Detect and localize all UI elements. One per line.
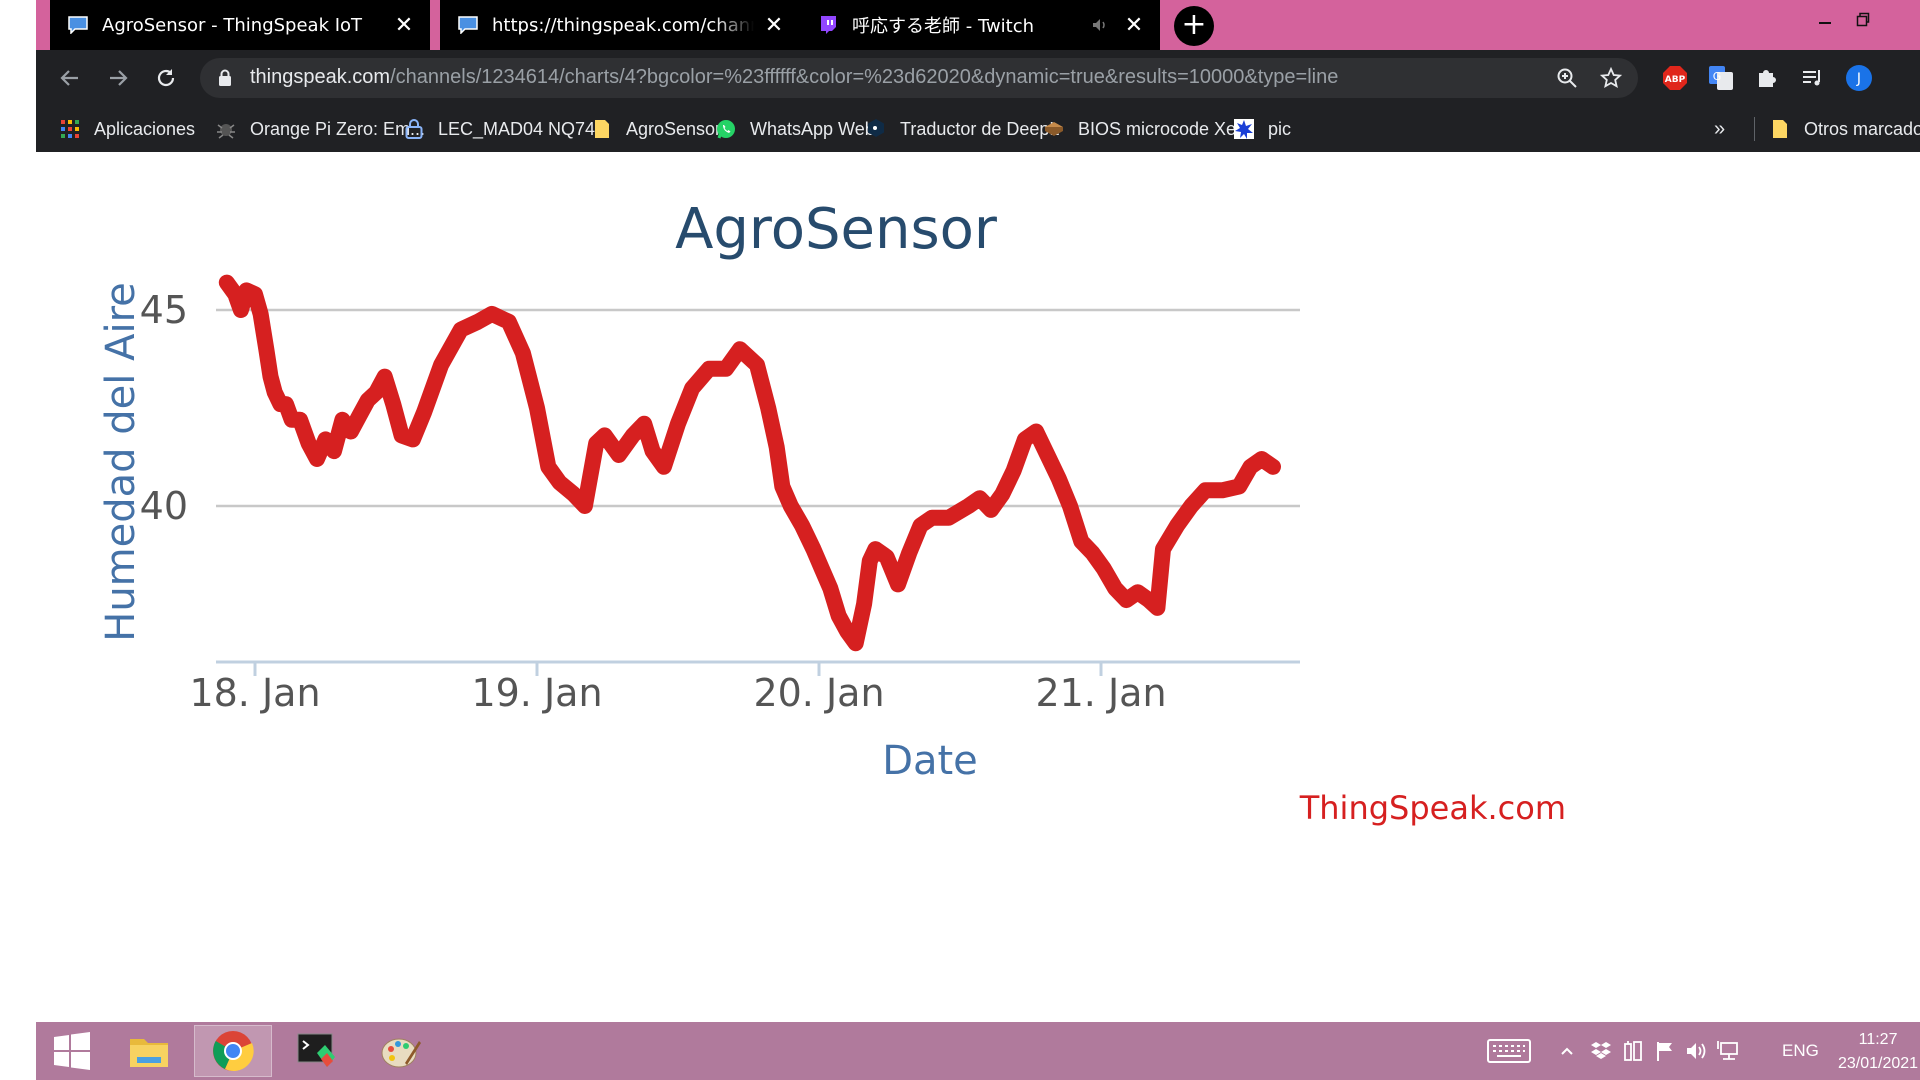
bookmark-bios-microcode[interactable]: BIOS microcode Xe... [1042, 117, 1251, 141]
bookmark-label: LEC_MAD04 NQ74... [438, 118, 611, 139]
deepl-icon [864, 117, 888, 141]
bookmark-label: WhatsApp Web [750, 118, 875, 139]
bookmark-aplicaciones[interactable]: Aplicaciones [58, 117, 195, 141]
humidity-chart: AgroSensor 40 45 Humedad del Aire 18. Jan… [98, 197, 1566, 827]
folder-icon [1768, 117, 1792, 141]
lock-icon[interactable] [218, 69, 232, 91]
bookmarks-divider [1754, 117, 1755, 141]
system-clock[interactable]: 11:27 23/01/2021 [1838, 1028, 1918, 1076]
bookmark-other-bookmarks[interactable]: Otros marcadores [1768, 117, 1920, 141]
show-hidden-icons-chevron-icon[interactable] [1554, 1038, 1580, 1064]
speaker-icon[interactable] [1092, 18, 1114, 32]
svg-text:J: J [1856, 71, 1861, 87]
svg-text:G: G [1713, 70, 1722, 83]
file-explorer-icon[interactable] [110, 1025, 188, 1077]
dropbox-icon[interactable] [1588, 1038, 1614, 1064]
y-tick-label: 40 [140, 484, 188, 528]
svg-text:ABP: ABP [1665, 75, 1686, 85]
whatsapp-icon [714, 117, 738, 141]
minimize-icon[interactable] [1810, 4, 1840, 34]
zoom-icon[interactable] [1556, 67, 1578, 93]
media-queue-icon[interactable] [1798, 63, 1828, 93]
bookmark-whatsapp[interactable]: WhatsApp Web [714, 117, 875, 141]
tab-title: 呼応する老師 - Twitch [852, 16, 1035, 37]
folder-icon [590, 117, 614, 141]
bookmark-label: AgroSensor [626, 118, 722, 139]
x-tick-label: 21. Jan [1035, 671, 1166, 715]
profile-avatar[interactable]: J [1844, 63, 1874, 93]
bookmark-label: Orange Pi Zero: Em... [250, 118, 426, 139]
network-icon[interactable] [1716, 1038, 1742, 1064]
tab-strip: AgroSensor - ThingSpeak IoT ✕ https://th… [36, 0, 1920, 50]
desktop-edge [0, 0, 36, 1080]
windows-start-icon[interactable] [38, 1025, 106, 1077]
series-line-humedad [218, 274, 1281, 652]
windows-taskbar: ENG 11:27 23/01/2021 [36, 1022, 1920, 1080]
touch-keyboard-icon[interactable] [1486, 1038, 1532, 1064]
lock-icon [402, 117, 426, 141]
tab-title: AgroSensor - ThingSpeak IoT [102, 14, 363, 36]
y-tick-labels: 40 45 [140, 288, 188, 528]
chart-title: AgroSensor [675, 197, 998, 262]
google-translate-icon[interactable]: G [1706, 63, 1736, 93]
new-tab-button[interactable]: + [1174, 6, 1214, 46]
paint-app-icon[interactable] [362, 1025, 440, 1077]
bookmark-deepl[interactable]: Traductor de DeepL [864, 117, 1059, 141]
bookmark-pic[interactable]: pic [1232, 117, 1291, 141]
bookmark-label: pic [1268, 118, 1292, 139]
reload-icon[interactable] [150, 62, 182, 94]
x-axis-label: Date [882, 738, 978, 784]
bookmark-label: Aplicaciones [94, 118, 196, 139]
bookmark-label: BIOS microcode Xe... [1078, 118, 1252, 139]
bookmarks-overflow-button[interactable]: » [1714, 117, 1726, 140]
star-burst-icon [1232, 117, 1256, 141]
restore-icon[interactable] [1848, 4, 1878, 34]
y-axis-label: Humedad del Aire [98, 282, 144, 642]
chrome-taskbar-icon[interactable] [194, 1025, 272, 1077]
apps-grid-icon [58, 117, 82, 141]
tab-twitch[interactable]: 呼応する老師 - Twitch ✕ [800, 0, 1160, 50]
input-language-indicator[interactable]: ENG [1782, 1041, 1819, 1060]
bookmark-star-icon[interactable] [1599, 66, 1623, 93]
clock-date: 23/01/2021 [1838, 1055, 1919, 1072]
address-bar[interactable]: thingspeak.com/channels/1234614/charts/4… [200, 58, 1638, 98]
close-icon[interactable]: ✕ [394, 12, 414, 38]
thingspeak-favicon-icon [68, 15, 88, 35]
clock-time: 11:27 [1858, 1031, 1898, 1048]
y-gridlines [216, 308, 1300, 508]
bookmark-lec-mad04[interactable]: LEC_MAD04 NQ74... [402, 117, 610, 141]
y-tick-label: 45 [140, 288, 188, 332]
extensions-puzzle-icon[interactable] [1752, 63, 1782, 93]
tab-agrosensor[interactable]: AgroSensor - ThingSpeak IoT ✕ [50, 0, 430, 50]
action-center-flag-icon[interactable] [1652, 1038, 1678, 1064]
bookmarks-bar: Aplicaciones Orange Pi Zero: Em... LEC_M… [36, 106, 1920, 152]
forward-arrow-icon[interactable] [102, 62, 134, 94]
chip-icon [1042, 117, 1066, 141]
page-content: AgroSensor 40 45 Humedad del Aire 18. Jan… [36, 152, 1920, 1022]
bookmark-agrosensor[interactable]: AgroSensor [590, 117, 721, 141]
x-tick-label: 19. Jan [471, 671, 602, 715]
bookmark-orange-pi[interactable]: Orange Pi Zero: Em... [214, 117, 425, 141]
browser-toolbar: thingspeak.com/channels/1234614/charts/4… [36, 50, 1920, 106]
device-icon[interactable] [1620, 1038, 1646, 1064]
volume-icon[interactable] [1684, 1038, 1710, 1064]
tab-thingspeak-charts[interactable]: https://thingspeak.com/channels/1234614/… [440, 0, 800, 50]
x-ticks: 18. Jan 19. Jan 20. Jan 21. Jan [189, 662, 1167, 715]
bookmark-label: Otros marcadores [1804, 118, 1920, 139]
x-tick-label: 20. Jan [753, 671, 884, 715]
terminal-app-icon[interactable] [278, 1025, 356, 1077]
close-icon[interactable]: ✕ [764, 12, 784, 38]
back-arrow-icon[interactable] [54, 62, 86, 94]
adblock-icon[interactable]: ABP [1660, 63, 1690, 93]
x-tick-label: 18. Jan [189, 671, 320, 715]
url-text: thingspeak.com/channels/1234614/charts/4… [250, 66, 1339, 88]
bug-icon [214, 117, 238, 141]
thingspeak-favicon-icon [458, 15, 478, 35]
tab-title: https://thingspeak.com/channels/1234614/… [492, 14, 754, 36]
close-icon[interactable]: ✕ [1124, 12, 1144, 38]
twitch-icon [818, 15, 838, 35]
thingspeak-credit-link[interactable]: ThingSpeak.com [1299, 789, 1566, 827]
bookmark-label: Traductor de DeepL [900, 118, 1060, 139]
